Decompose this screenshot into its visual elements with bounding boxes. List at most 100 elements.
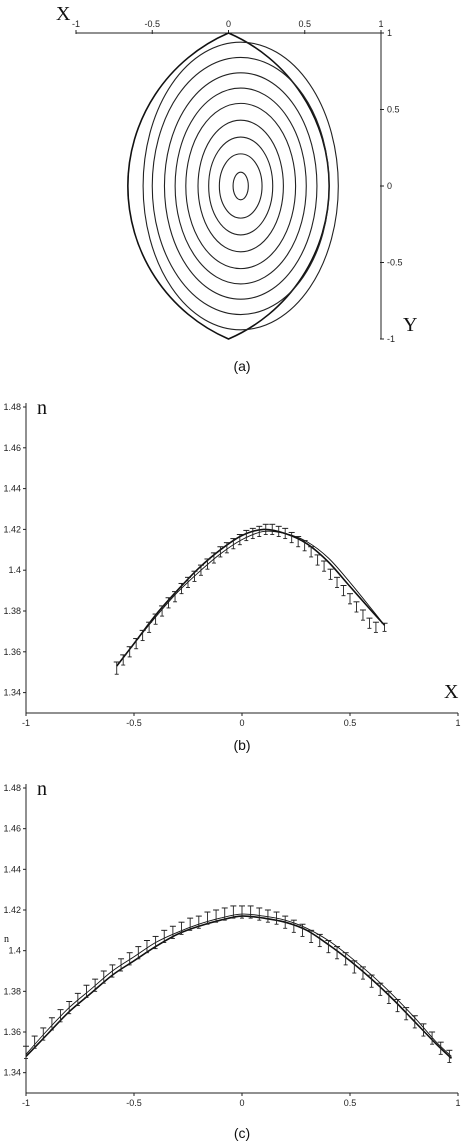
error-bar <box>31 1035 38 1049</box>
error-bar <box>347 593 353 605</box>
error-bar <box>301 540 308 552</box>
y-tick-label: 1.46 <box>3 824 21 834</box>
contour-line <box>232 171 249 201</box>
y-tick-label: -1 <box>387 334 395 344</box>
error-bar <box>169 925 176 939</box>
error-bar <box>290 919 297 933</box>
x-axis-label: X <box>56 3 71 25</box>
error-bar <box>299 923 306 937</box>
contour-line <box>174 87 307 285</box>
error-bar <box>48 1017 55 1031</box>
error-bar <box>178 582 185 595</box>
refractive-index-panel-full: n n (c) 1.34 1.36 1.38 1.4 1.42 1.44 1.46 1.48 -… <box>3 778 460 1141</box>
lens-boundary <box>127 32 330 340</box>
error-bar <box>239 905 245 919</box>
error-bar <box>57 1009 64 1023</box>
y-axis-label-small: n <box>4 934 9 945</box>
model-curve <box>25 913 452 1057</box>
error-bar <box>411 1015 418 1029</box>
error-bar <box>172 591 179 603</box>
error-bar <box>262 523 269 535</box>
error-bar <box>342 952 349 966</box>
error-bar <box>146 621 153 633</box>
error-bar <box>143 940 150 954</box>
y-tick-label: 1.44 <box>3 484 21 494</box>
error-bar <box>230 905 237 919</box>
error-bar <box>152 613 159 625</box>
error-bar <box>366 617 373 629</box>
y-tick-label: 1.44 <box>3 864 21 874</box>
error-bar <box>394 998 401 1013</box>
error-bar <box>282 915 289 929</box>
y-tick-label: 1.48 <box>3 783 21 793</box>
error-bar <box>368 974 375 988</box>
error-bar <box>40 1027 47 1041</box>
y-tick-label: 1.36 <box>3 1027 21 1037</box>
y-tick-label: 1.46 <box>3 443 21 453</box>
error-bar <box>126 646 133 658</box>
error-bar <box>118 958 125 972</box>
y-tick-label: 1.38 <box>3 606 21 616</box>
y-axis-label: n <box>37 397 47 419</box>
error-bar <box>113 661 120 675</box>
x-tick-label: 0.5 <box>298 19 311 29</box>
error-bar <box>308 929 315 943</box>
error-bar <box>353 601 360 613</box>
error-bar <box>100 970 107 984</box>
x-tick-label: -0.5 <box>126 718 142 728</box>
error-bar <box>83 984 90 998</box>
error-bar <box>213 909 220 923</box>
y-tick-label: 0.5 <box>387 105 400 115</box>
error-bar <box>210 552 217 564</box>
error-bar <box>249 527 256 540</box>
x-tick-label: 0 <box>239 1098 244 1108</box>
x-tick-label: 0 <box>239 718 244 728</box>
panel-caption: (b) <box>233 737 250 753</box>
panel-caption: (c) <box>234 1125 250 1141</box>
contour-line <box>185 102 297 270</box>
error-bar <box>74 992 81 1007</box>
error-bar <box>135 946 142 960</box>
error-bar <box>256 525 263 537</box>
x-tick-label: 0 <box>226 19 231 29</box>
y-tick-label: 1 <box>387 28 392 38</box>
error-bar <box>236 534 243 546</box>
error-bar <box>197 564 204 576</box>
y-tick-label: 0 <box>387 181 392 191</box>
error-bar <box>109 964 116 978</box>
error-bar <box>204 558 211 570</box>
error-bar <box>340 585 347 597</box>
error-bar <box>185 576 191 588</box>
x-tick-label: -0.5 <box>126 1098 142 1108</box>
error-bar <box>230 538 237 550</box>
error-bar <box>359 609 366 621</box>
error-bar <box>321 560 328 572</box>
error-bar <box>247 905 254 919</box>
x-tick-label: -1 <box>22 718 30 728</box>
contour-line <box>218 153 263 219</box>
error-bar <box>314 554 321 566</box>
model-curve <box>116 530 385 667</box>
error-bar <box>372 621 379 633</box>
y-tick-label: 1.34 <box>3 688 21 698</box>
error-bar <box>275 525 282 537</box>
y-tick-label: 1.42 <box>3 524 21 534</box>
x-tick-label: -1 <box>72 19 80 29</box>
error-bar <box>264 909 271 923</box>
error-bar <box>385 990 392 1004</box>
error-bar <box>161 929 168 943</box>
error-bar <box>351 960 358 974</box>
x-tick-label: -1 <box>22 1098 30 1108</box>
error-bar <box>159 605 166 617</box>
error-bar <box>133 638 140 650</box>
x-axis-label: X <box>444 681 459 703</box>
error-bar <box>204 911 211 925</box>
error-bar <box>191 570 198 582</box>
y-tick-label: 1.4 <box>8 946 21 956</box>
error-bar <box>327 568 334 580</box>
error-bar <box>217 546 224 558</box>
error-bar <box>66 1001 73 1015</box>
error-bar <box>334 946 341 960</box>
contour-line <box>163 72 318 300</box>
